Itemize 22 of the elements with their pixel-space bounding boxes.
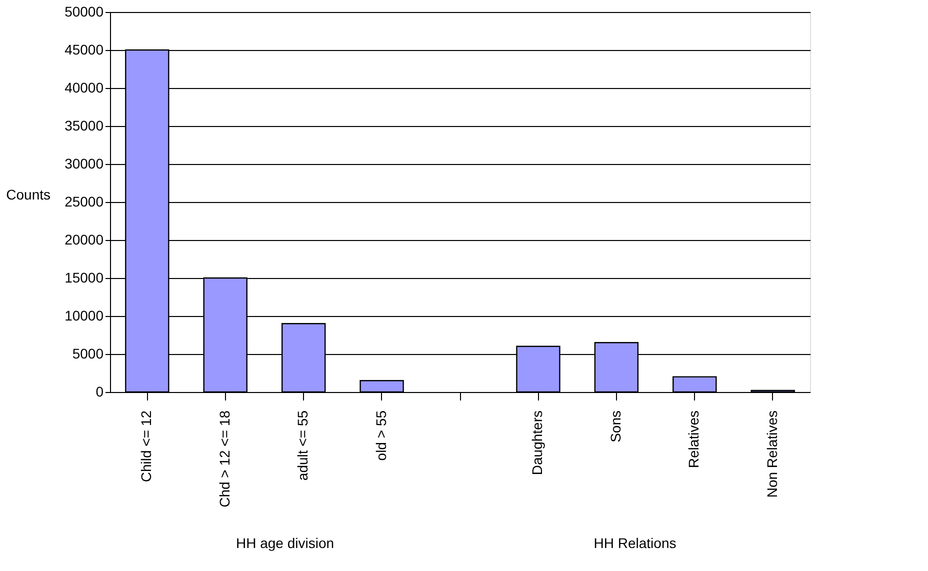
text: HH Relations (594, 535, 676, 551)
x-tick-label: Daughters (529, 410, 546, 476)
y-tick-label: 45000 (64, 42, 104, 58)
y-tick-label: 30000 (64, 156, 104, 172)
y-tick-label: 40000 (64, 80, 104, 96)
x-tick-label: Non Relatives (764, 410, 780, 498)
y-tick-label: 0 (96, 384, 104, 400)
x-tick-label: old > 55 (372, 410, 389, 461)
x-tick-label: Sons (607, 410, 624, 442)
x-tick-label: adult <= 55 (294, 410, 311, 481)
x-tick-label: Child <= 12 (138, 410, 154, 482)
y-tick-label: 5000 (72, 346, 104, 362)
y-tick-label: 50000 (64, 4, 104, 20)
text: HH age division (236, 535, 334, 551)
y-tick-label: 35000 (64, 118, 104, 134)
x-tick-label: Relatives (686, 410, 702, 468)
y-tick-label: 25000 (64, 194, 104, 210)
y-tick-label: 15000 (64, 270, 104, 286)
y-tick-label: 20000 (64, 232, 104, 248)
x-tick-label: Chd > 12 <= 18 (216, 410, 232, 508)
y-axis-title: Counts (6, 186, 50, 202)
y-tick-label: 10000 (64, 308, 104, 324)
